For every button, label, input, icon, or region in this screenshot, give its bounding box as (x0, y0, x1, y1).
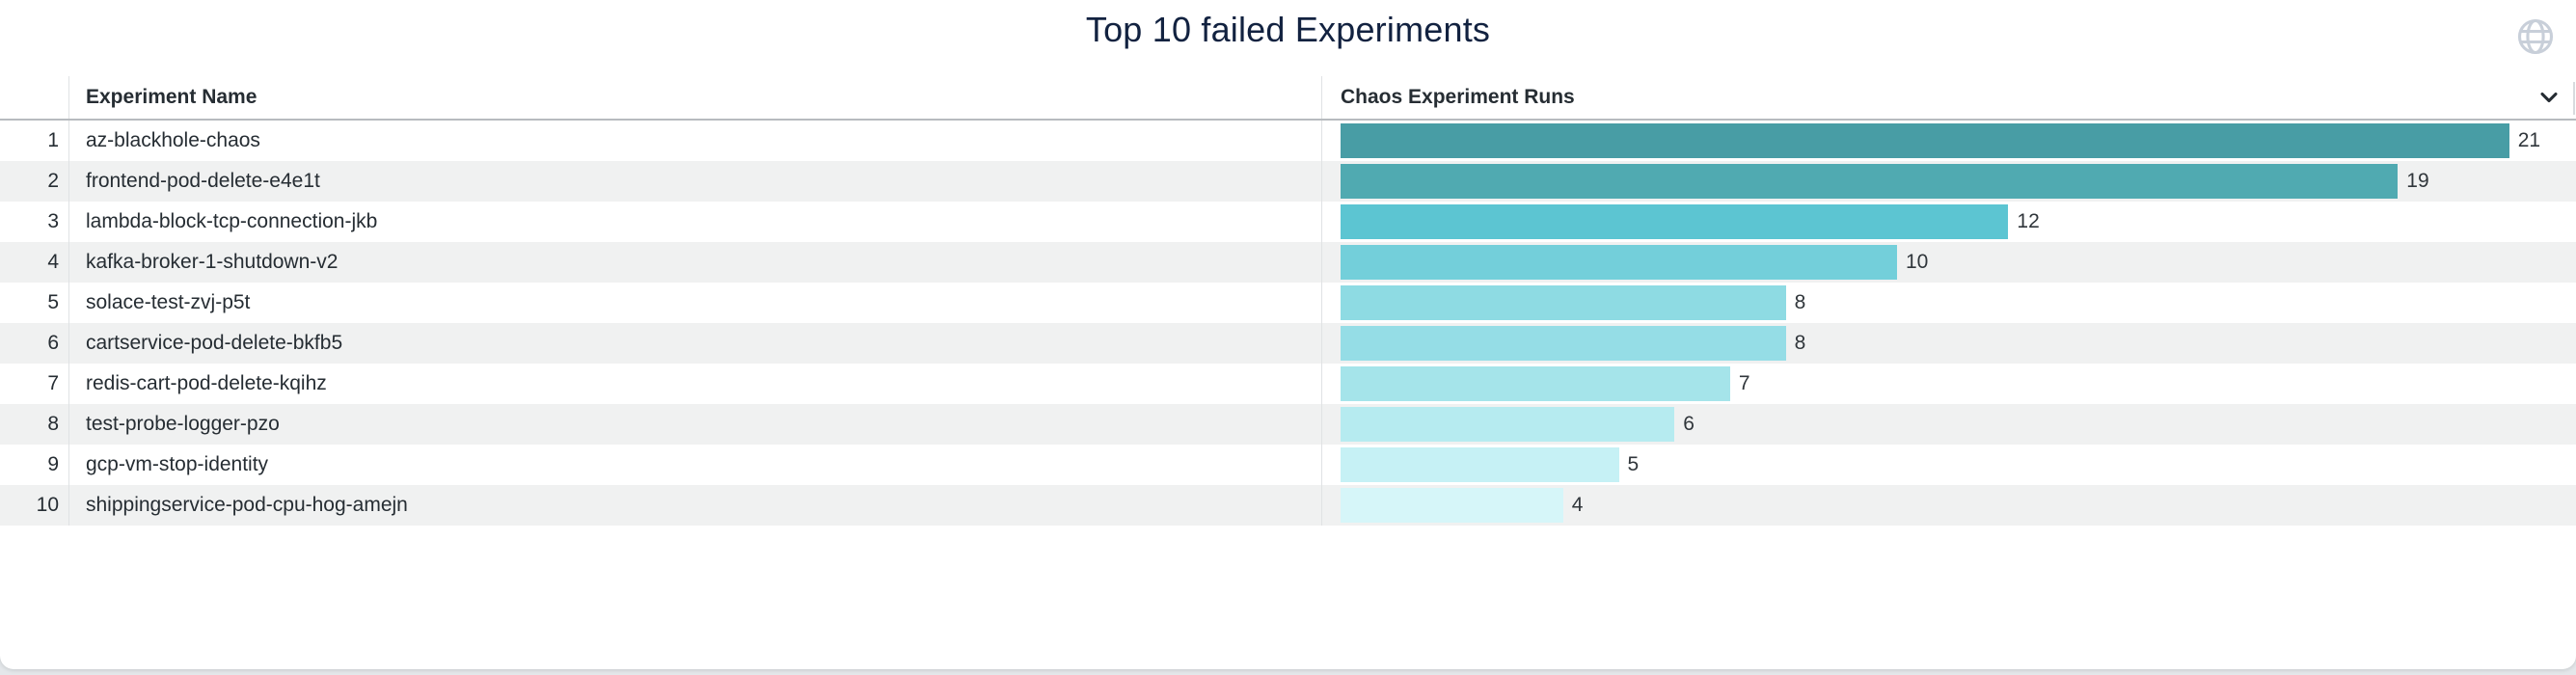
table-row: 1 az-blackhole-chaos 21 (0, 121, 2576, 161)
row-rank: 1 (0, 121, 69, 161)
runs-bar-cell: 8 (1322, 323, 2576, 364)
runs-bar[interactable] (1341, 447, 1619, 482)
row-rank: 8 (0, 404, 69, 445)
runs-value-label: 5 (1627, 453, 1640, 475)
row-rank: 4 (0, 242, 69, 283)
table-row: 3 lambda-block-tcp-connection-jkb 12 (0, 202, 2576, 242)
experiment-name-cell[interactable]: test-probe-logger-pzo (69, 404, 1322, 445)
runs-value-label: 10 (1906, 251, 1929, 273)
runs-value-label: 6 (1683, 413, 1695, 435)
runs-bar-cell: 6 (1322, 404, 2576, 445)
row-rank: 10 (0, 485, 69, 526)
runs-bar-cell: 4 (1322, 485, 2576, 526)
runs-bar-cell: 8 (1322, 283, 2576, 323)
runs-value-label: 19 (2406, 170, 2429, 192)
runs-bar-cell: 12 (1322, 202, 2576, 242)
column-header-experiment-name[interactable]: Experiment Name (69, 76, 1322, 119)
row-rank: 7 (0, 364, 69, 404)
experiment-name-cell[interactable]: cartservice-pod-delete-bkfb5 (69, 323, 1322, 364)
data-table: Experiment Name Chaos Experiment Runs 1 … (0, 76, 2576, 526)
experiment-name-cell[interactable]: solace-test-zvj-p5t (69, 283, 1322, 323)
row-rank: 3 (0, 202, 69, 242)
table-row: 10 shippingservice-pod-cpu-hog-amejn 4 (0, 485, 2576, 526)
runs-bar[interactable] (1341, 164, 2399, 199)
table-row: 4 kafka-broker-1-shutdown-v2 10 (0, 242, 2576, 283)
runs-bar[interactable] (1341, 123, 2509, 158)
row-rank: 2 (0, 161, 69, 202)
row-rank: 5 (0, 283, 69, 323)
experiment-name-cell[interactable]: redis-cart-pod-delete-kqihz (69, 364, 1322, 404)
runs-bar[interactable] (1341, 366, 1730, 401)
runs-value-label: 12 (2017, 210, 2040, 232)
runs-bar[interactable] (1341, 488, 1563, 523)
runs-bar[interactable] (1341, 245, 1897, 280)
runs-value-label: 8 (1794, 332, 1806, 354)
runs-value-label: 4 (1571, 494, 1584, 516)
row-rank: 6 (0, 323, 69, 364)
experiment-name-cell[interactable]: gcp-vm-stop-identity (69, 445, 1322, 485)
runs-value-label: 21 (2517, 129, 2541, 151)
runs-value-label: 8 (1794, 291, 1806, 313)
rank-column-header (0, 76, 69, 119)
runs-bar[interactable] (1341, 407, 1675, 442)
globe-icon[interactable] (2514, 15, 2557, 58)
table-row: 2 frontend-pod-delete-e4e1t 19 (0, 161, 2576, 202)
experiment-name-cell[interactable]: frontend-pod-delete-e4e1t (69, 161, 1322, 202)
column-header-label: Chaos Experiment Runs (1341, 86, 1575, 108)
row-rank: 9 (0, 445, 69, 485)
runs-bar-cell: 10 (1322, 242, 2576, 283)
table-header-row: Experiment Name Chaos Experiment Runs (0, 76, 2576, 121)
chevron-down-icon[interactable] (2535, 84, 2562, 111)
table-row: 5 solace-test-zvj-p5t 8 (0, 283, 2576, 323)
runs-bar[interactable] (1341, 285, 1786, 320)
experiment-name-cell[interactable]: kafka-broker-1-shutdown-v2 (69, 242, 1322, 283)
runs-bar-cell: 5 (1322, 445, 2576, 485)
header-end-divider (2573, 82, 2575, 115)
runs-bar[interactable] (1341, 204, 2009, 239)
table-row: 8 test-probe-logger-pzo 6 (0, 404, 2576, 445)
table-row: 7 redis-cart-pod-delete-kqihz 7 (0, 364, 2576, 404)
experiment-name-cell[interactable]: shippingservice-pod-cpu-hog-amejn (69, 485, 1322, 526)
table-row: 6 cartservice-pod-delete-bkfb5 8 (0, 323, 2576, 364)
runs-bar-cell: 19 (1322, 161, 2576, 202)
table-row: 9 gcp-vm-stop-identity 5 (0, 445, 2576, 485)
runs-bar[interactable] (1341, 326, 1786, 361)
experiment-name-cell[interactable]: az-blackhole-chaos (69, 121, 1322, 161)
table-body: 1 az-blackhole-chaos 21 2 frontend-pod-d… (0, 121, 2576, 526)
column-header-chaos-experiment-runs[interactable]: Chaos Experiment Runs (1322, 76, 2576, 119)
column-header-label: Experiment Name (86, 86, 258, 108)
runs-value-label: 7 (1738, 372, 1750, 394)
runs-bar-cell: 7 (1322, 364, 2576, 404)
chart-title: Top 10 failed Experiments (1085, 10, 1491, 49)
experiment-name-cell[interactable]: lambda-block-tcp-connection-jkb (69, 202, 1322, 242)
runs-bar-cell: 21 (1322, 121, 2576, 161)
